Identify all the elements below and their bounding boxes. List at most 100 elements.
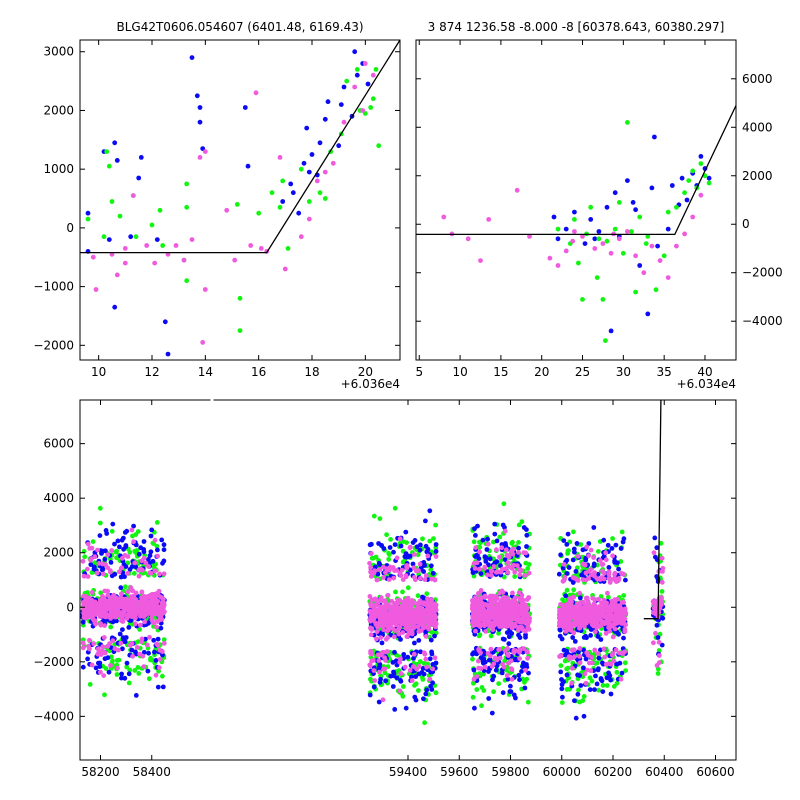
data-point-pink: [620, 651, 626, 657]
data-point-pink: [98, 669, 103, 675]
data-point-green: [661, 253, 667, 259]
data-point-green: [471, 539, 477, 545]
data-point-pink: [125, 570, 131, 576]
data-point-blue: [392, 707, 398, 712]
data-point-pink: [503, 566, 509, 572]
data-point-blue: [288, 181, 294, 187]
data-point-pink: [499, 545, 505, 551]
data-point-blue: [508, 689, 514, 694]
data-point-pink: [525, 624, 531, 630]
data-point-pink: [587, 660, 592, 666]
data-point-blue: [573, 715, 579, 721]
data-point-green: [354, 67, 360, 72]
data-point-pink: [134, 645, 140, 650]
data-point-blue: [152, 649, 157, 655]
data-point-blue: [500, 690, 506, 696]
data-point-pink: [476, 566, 482, 572]
data-point-pink: [510, 607, 516, 613]
data-point-pink: [474, 674, 480, 679]
data-point-pink: [85, 541, 91, 547]
data-point-pink: [557, 607, 563, 613]
data-point-blue: [148, 533, 154, 539]
data-point-pink: [509, 676, 515, 682]
data-point-pink: [108, 609, 114, 614]
data-point-green: [421, 661, 427, 666]
data-point-blue: [486, 696, 492, 701]
data-point-blue: [141, 539, 147, 544]
y-tick-label: 2000: [43, 103, 74, 117]
data-point-pink: [523, 605, 528, 611]
data-point-pink: [481, 618, 486, 624]
data-point-pink: [410, 600, 416, 606]
data-point-pink: [374, 629, 380, 635]
data-point-green: [622, 660, 628, 666]
data-point-pink: [505, 560, 511, 565]
data-point-green: [589, 678, 595, 684]
data-point-pink: [128, 585, 134, 591]
data-point-pink: [610, 634, 616, 640]
data-point-pink: [143, 560, 149, 566]
data-point-green: [136, 671, 142, 676]
data-point-pink: [557, 621, 563, 627]
data-point-pink: [651, 550, 657, 556]
data-point-blue: [317, 140, 323, 146]
data-point-blue: [376, 699, 382, 705]
data-point-pink: [94, 602, 100, 607]
data-point-pink: [93, 287, 99, 292]
data-point-green: [401, 684, 406, 689]
data-point-pink: [368, 648, 373, 654]
data-point-blue: [706, 175, 712, 181]
data-point-blue: [609, 546, 615, 551]
data-point-blue: [121, 546, 126, 552]
x-tick-label: 18: [304, 365, 319, 379]
data-point-pink: [101, 673, 107, 678]
data-point-pink: [147, 570, 153, 576]
data-point-blue: [620, 539, 626, 545]
data-point-blue: [88, 562, 94, 567]
data-point-pink: [124, 616, 130, 621]
data-point-blue: [598, 647, 603, 653]
data-point-blue: [582, 241, 588, 247]
data-point-blue: [483, 559, 489, 564]
data-point-blue: [424, 687, 430, 693]
data-point-pink: [498, 602, 503, 607]
data-point-pink: [479, 595, 484, 601]
data-point-blue: [612, 190, 618, 196]
data-point-pink: [682, 231, 687, 237]
data-point-pink: [609, 652, 615, 658]
model-line: [80, 40, 400, 254]
data-point-blue: [517, 635, 523, 640]
data-point-pink: [409, 624, 415, 630]
data-point-pink: [341, 119, 347, 125]
data-point-pink: [125, 589, 131, 595]
data-point-pink: [105, 552, 111, 558]
data-point-pink: [577, 646, 583, 651]
data-point-blue: [660, 615, 666, 621]
data-point-green: [161, 637, 167, 642]
data-point-pink: [382, 666, 388, 672]
x-tick-label: 30: [616, 365, 631, 379]
data-point-green: [184, 181, 190, 187]
data-point-pink: [583, 577, 589, 583]
data-point-pink: [389, 619, 395, 625]
data-point-pink: [140, 567, 145, 573]
data-point-pink: [690, 214, 696, 220]
data-point-blue: [387, 545, 393, 550]
data-point-pink: [660, 569, 665, 574]
data-point-pink: [511, 623, 517, 628]
data-point-pink: [277, 155, 283, 160]
data-point-pink: [306, 216, 312, 222]
data-point-pink: [612, 626, 618, 632]
data-point-blue: [558, 552, 563, 558]
data-point-pink: [592, 647, 598, 653]
data-point-pink: [135, 609, 141, 615]
data-point-pink: [494, 547, 499, 553]
data-point-green: [610, 536, 615, 541]
data-point-pink: [416, 613, 422, 619]
data-point-pink: [100, 648, 105, 654]
data-point-blue: [698, 154, 704, 159]
data-point-blue: [114, 618, 119, 624]
data-point-pink: [378, 609, 384, 614]
data-point-blue: [147, 553, 153, 558]
